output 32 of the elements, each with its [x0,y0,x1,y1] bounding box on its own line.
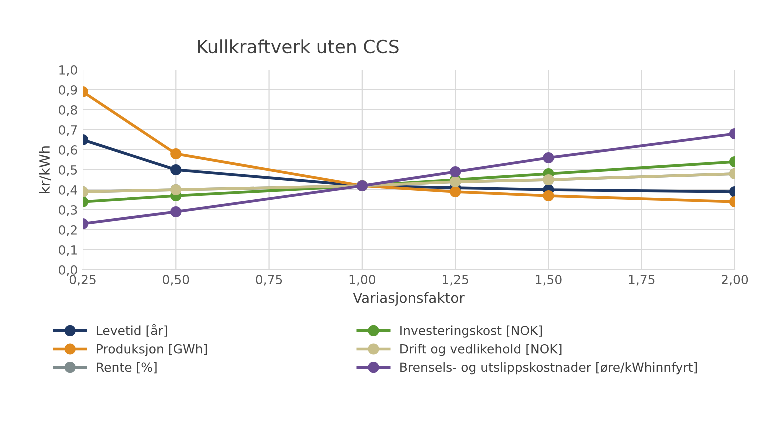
point [543,152,554,164]
point [450,166,462,178]
y-tick-label: 0,0 [59,265,78,276]
legend-label: Brensels- og utslippskostnader [øre/kWhinnfyrt] [400,362,698,375]
y-tick-label: 0,3 [59,205,78,216]
y-tick-label: 0,1 [59,245,77,256]
x-tick-label: 1,75 [629,275,655,286]
point [543,190,554,202]
y-tick-label: 0,7 [59,125,78,136]
x-tick-label: 0,75 [256,275,282,286]
legend-label: Produksjon [GWh] [97,344,208,356]
x-tick-label: 2,00 [722,275,748,286]
x-tick-label: 0,50 [163,275,190,286]
legend-label: Levetid [år] [97,324,168,337]
x-tick-label: 0,25 [70,275,96,286]
x-tick-label: 1,25 [443,275,468,286]
y-tick-label: 0,5 [59,165,78,176]
y-axis-title: kr/kWh [39,146,52,194]
x-axis-title: Variasjonsfaktor [353,292,465,306]
legend-label: Rente [%] [97,362,157,374]
y-tick-label: 0,6 [59,145,78,156]
point [450,186,462,198]
x-tick-label: 1,50 [536,275,562,286]
y-tick-label: 0,4 [59,185,78,196]
y-tick-label: 0,2 [59,225,77,236]
y-tick-label: 0,9 [59,85,78,96]
x-tick-label: 1,00 [350,275,376,286]
y-tick-label: 1,0 [60,65,78,76]
chart-title: Kullkraftverk uten CCS [198,40,399,54]
y-tick-label: 0,8 [59,105,78,116]
legend-label: Drift og vedlikehold [NOK] [400,344,562,356]
legend-label: Investeringskost [NOK] [400,326,542,338]
